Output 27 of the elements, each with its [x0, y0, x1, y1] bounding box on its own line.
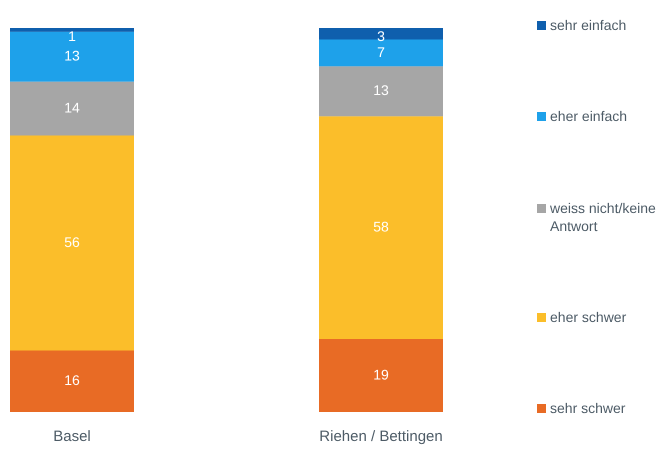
bar — [10, 350, 134, 412]
bar — [10, 32, 134, 82]
x-tick-label: Riehen / Bettingen — [319, 428, 443, 446]
bar — [319, 28, 443, 40]
data-label: 19 — [373, 366, 389, 382]
data-label: 13 — [64, 48, 80, 64]
bar — [319, 66, 443, 116]
legend-label: sehr einfach — [550, 16, 628, 34]
data-label: 1 — [68, 28, 76, 44]
legend-label: eher einfach — [550, 107, 628, 126]
bar — [10, 136, 134, 351]
legend-label: sehr schwer — [550, 399, 626, 417]
bar — [10, 82, 134, 136]
data-label: 56 — [64, 234, 80, 250]
data-label: 13 — [373, 82, 389, 98]
data-label: 58 — [373, 218, 389, 235]
legend-label: eher schwer — [550, 308, 628, 326]
legend-label: weiss nicht/keine Antwort — [550, 198, 657, 234]
bar — [319, 116, 443, 340]
bar — [10, 28, 134, 32]
data-label: 16 — [64, 372, 80, 388]
data-label: 3 — [377, 28, 386, 44]
data-label: 7 — [377, 44, 386, 60]
bar — [319, 339, 443, 412]
bar — [319, 40, 443, 66]
data-label: 14 — [64, 100, 80, 116]
x-tick-label: Basel — [53, 428, 91, 446]
